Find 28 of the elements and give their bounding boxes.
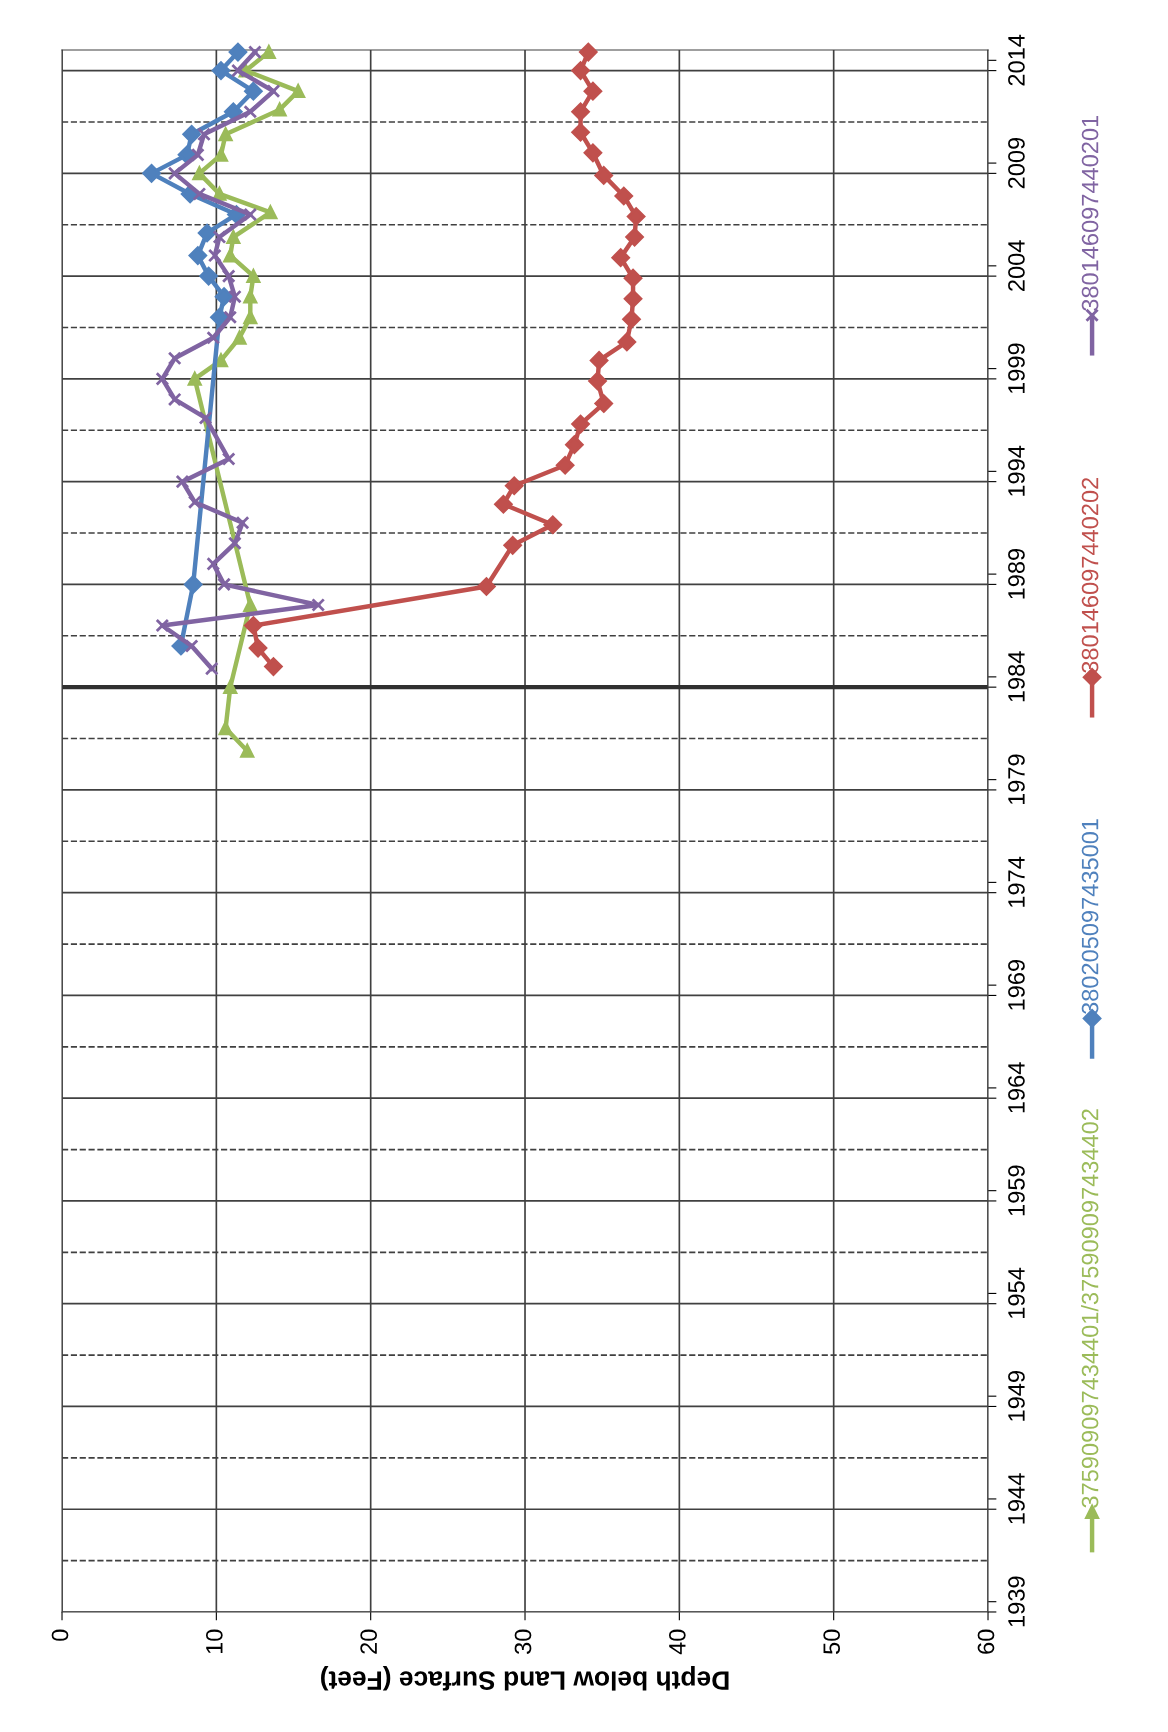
x-axis-title: Depth below Land Surface (Feet) xyxy=(321,1666,729,1691)
x-tick-label: 0 xyxy=(51,1629,69,1641)
y-tick-label: 1994 xyxy=(1008,445,1025,496)
x-tick-label: 10 xyxy=(205,1629,223,1654)
y-tick-label: 1979 xyxy=(1008,754,1025,805)
y-tick-label: 1949 xyxy=(1008,1371,1025,1421)
y-tick-label: 1964 xyxy=(1008,1062,1025,1113)
y-tick-label: 1954 xyxy=(1008,1267,1025,1318)
y-tick-label: 1999 xyxy=(1008,343,1025,394)
y-tick-label: 1969 xyxy=(1008,960,1025,1010)
y-tick-label: 2004 xyxy=(1008,240,1025,291)
x-tick-label: 60 xyxy=(977,1629,995,1654)
y-tick-label: 1959 xyxy=(1008,1165,1025,1216)
y-tick-label: 1984 xyxy=(1008,651,1025,702)
y-tick-label: 1989 xyxy=(1008,548,1025,599)
y-tick-label: 2014 xyxy=(1008,34,1025,86)
x-tick-label: 20 xyxy=(360,1629,378,1654)
x-tick-label: 50 xyxy=(823,1629,841,1654)
y-tick-label: 2009 xyxy=(1008,137,1025,189)
y-tick-label: 1974 xyxy=(1008,856,1025,907)
y-tick-label: 1939 xyxy=(1008,1576,1025,1627)
text: 380205097435001 xyxy=(1081,819,1099,1015)
x-tick-label: 30 xyxy=(514,1629,532,1654)
x-tick-label: 40 xyxy=(668,1629,686,1655)
text: 380146097440202 xyxy=(1081,477,1099,673)
text: 380146097440201 xyxy=(1081,115,1099,311)
y-tick-label: 1944 xyxy=(1008,1473,1025,1524)
text: 375909097434401/375909097434402 xyxy=(1081,1109,1099,1508)
